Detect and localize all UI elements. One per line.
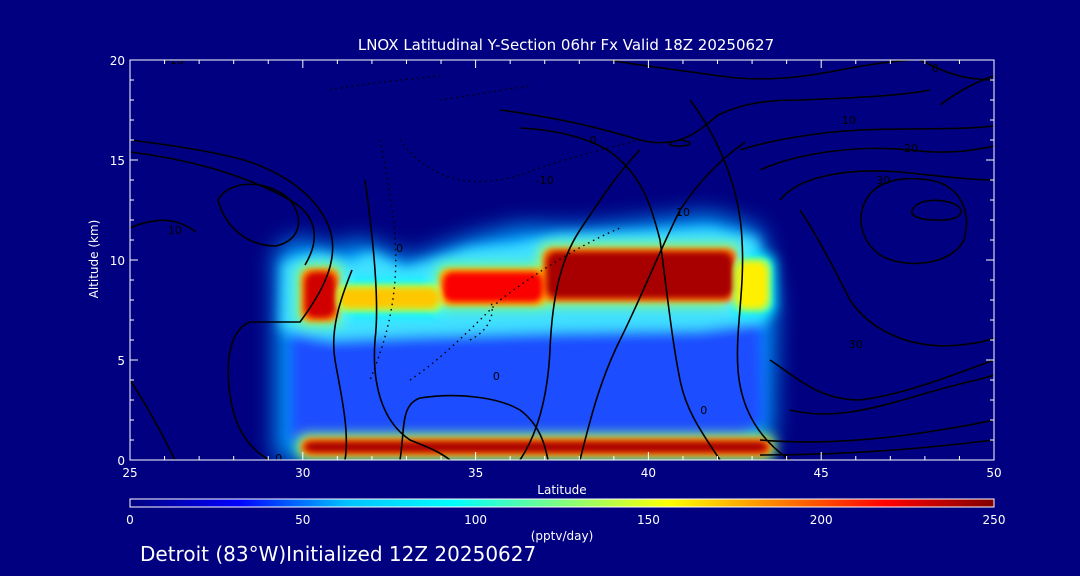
- heat-field: [276, 214, 776, 460]
- contour-line: [130, 219, 197, 233]
- x-tick-label: 40: [641, 466, 656, 480]
- contour-label: 10: [168, 224, 182, 237]
- contour-line: [789, 374, 994, 415]
- contour-line: [217, 183, 300, 247]
- colorbar-tick-label: 50: [295, 513, 310, 527]
- y-tick-label: 10: [110, 254, 125, 268]
- contour-line: [399, 394, 549, 460]
- contour-line: [130, 379, 176, 460]
- colorbar-tick-label: 250: [983, 513, 1006, 527]
- y-tick-label: 5: [117, 354, 125, 368]
- contour-label: 10: [676, 206, 690, 219]
- x-tick-label: 35: [468, 466, 483, 480]
- contour-line: [759, 145, 994, 171]
- contour-line: [911, 199, 962, 221]
- contour-line: [609, 60, 911, 80]
- contour-line: [332, 269, 353, 460]
- field-region: [443, 272, 543, 302]
- contour-label: 10: [842, 114, 856, 127]
- field-region: [339, 288, 440, 308]
- contour-line: [579, 141, 746, 460]
- contour-line: [799, 209, 994, 347]
- axis-labels: 25 30 35 40 45 50 0 5 10 15 20: [110, 54, 1002, 480]
- y-tick-label: 0: [117, 454, 125, 468]
- colorbar: [129, 498, 995, 508]
- contour-label: 0: [700, 404, 707, 417]
- contour-line: [519, 149, 641, 460]
- contour-label: 0: [396, 242, 403, 255]
- contour-label: 20: [904, 142, 918, 155]
- x-axis-label: Latitude: [537, 483, 586, 497]
- axis-ticks: [129, 59, 995, 461]
- contour-label: 0: [493, 370, 500, 383]
- contour-line-dotted: [399, 139, 641, 183]
- contour-lines-dotted: [329, 75, 641, 381]
- contour-line: [130, 139, 334, 460]
- contour-line: [779, 170, 994, 201]
- contour-line: [939, 75, 994, 106]
- colorbar-tick-label: 100: [464, 513, 487, 527]
- x-tick-label: 25: [122, 466, 137, 480]
- colorbar-unit-label: (pptv/day): [531, 529, 594, 543]
- contour-line: [769, 359, 994, 401]
- y-tick-label: 20: [110, 54, 125, 68]
- field-region: [546, 252, 733, 298]
- contour-line: [130, 151, 316, 266]
- contour-label: 30: [876, 174, 890, 187]
- colorbar-tick-label: 150: [637, 513, 660, 527]
- colorbar-tick-label: 200: [810, 513, 833, 527]
- x-tick-label: 50: [986, 466, 1001, 480]
- contour-line: [739, 125, 994, 151]
- y-tick-label: 15: [110, 154, 125, 168]
- field-region: [736, 262, 768, 308]
- y-axis-label: Altitude (km): [87, 220, 101, 299]
- x-tick-label: 45: [814, 466, 829, 480]
- x-tick-label: 30: [295, 466, 310, 480]
- contour-line: [519, 127, 721, 460]
- contour-line: [499, 89, 931, 144]
- colorbar-tick-label: 0: [126, 513, 134, 527]
- contour-line-dotted: [439, 85, 531, 101]
- contour-line: [759, 419, 994, 443]
- contour-line: [759, 439, 994, 456]
- contour-line-dotted: [329, 75, 441, 91]
- contour-label: 30: [849, 338, 863, 351]
- contour-label: 0: [932, 62, 939, 75]
- contour-labels: 10 10 0 -10 0 0 10 20 30 -10 0 0 30 0: [166, 54, 939, 465]
- contour-line: [364, 179, 451, 460]
- contour-lines: [130, 60, 994, 460]
- contour-label: -10: [536, 174, 554, 187]
- chart-title: LNOX Latitudinal Y-Section 06hr Fx Valid…: [358, 36, 774, 54]
- initialization-footer: Detroit (83°W)Initialized 12Z 20250627: [140, 542, 537, 566]
- contour-line: [860, 177, 968, 265]
- field-region: [304, 272, 336, 318]
- contour-label: -10: [166, 54, 184, 67]
- contour-line: [689, 99, 791, 460]
- colorbar-labels: 0 50 100 150 200 250: [126, 513, 1005, 527]
- field-region: [304, 442, 768, 452]
- contour-label: 0: [590, 134, 597, 147]
- contour-line-dotted: [469, 299, 493, 341]
- contour-label: 0: [275, 452, 282, 465]
- contour-line: [668, 139, 691, 147]
